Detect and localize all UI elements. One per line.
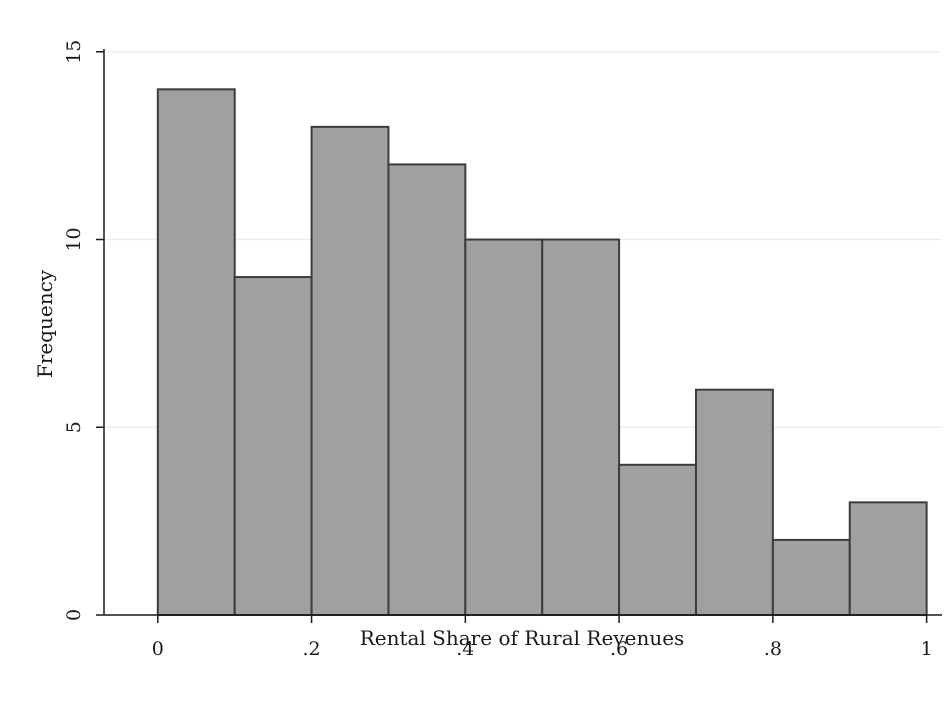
y-axis-ticks: 0 5 10 15 (63, 40, 104, 621)
y-axis-title: Frequency (33, 269, 57, 378)
histogram-bars (156, 88, 928, 617)
x-tick-label: .4 (456, 638, 474, 660)
x-tick-label: .8 (764, 638, 782, 660)
y-tick-label: 0 (63, 609, 85, 621)
x-tick-label: .6 (610, 638, 628, 660)
x-tick-label: .2 (303, 638, 321, 660)
axes (103, 49, 942, 616)
histogram-bar (771, 538, 851, 616)
histogram-bar (848, 501, 928, 616)
histogram-bar (233, 276, 313, 616)
histogram-bar (310, 125, 390, 616)
histogram-bar (387, 163, 467, 617)
x-axis-title: Rental Share of Rural Revenues (360, 626, 685, 650)
x-tick-label: 1 (921, 638, 933, 660)
x-axis-ticks: 0 .2 .4 .6 .8 1 (152, 615, 933, 660)
x-tick-label: 0 (152, 638, 164, 660)
histogram-bar (156, 88, 236, 617)
y-tick-label: 10 (63, 227, 85, 251)
histogram-bar (694, 388, 774, 617)
histogram-bar (464, 238, 544, 616)
y-tick-label: 15 (63, 40, 85, 64)
histogram-bar (618, 463, 697, 616)
histogram-bar (541, 238, 621, 616)
y-tick-label: 5 (63, 421, 85, 433)
